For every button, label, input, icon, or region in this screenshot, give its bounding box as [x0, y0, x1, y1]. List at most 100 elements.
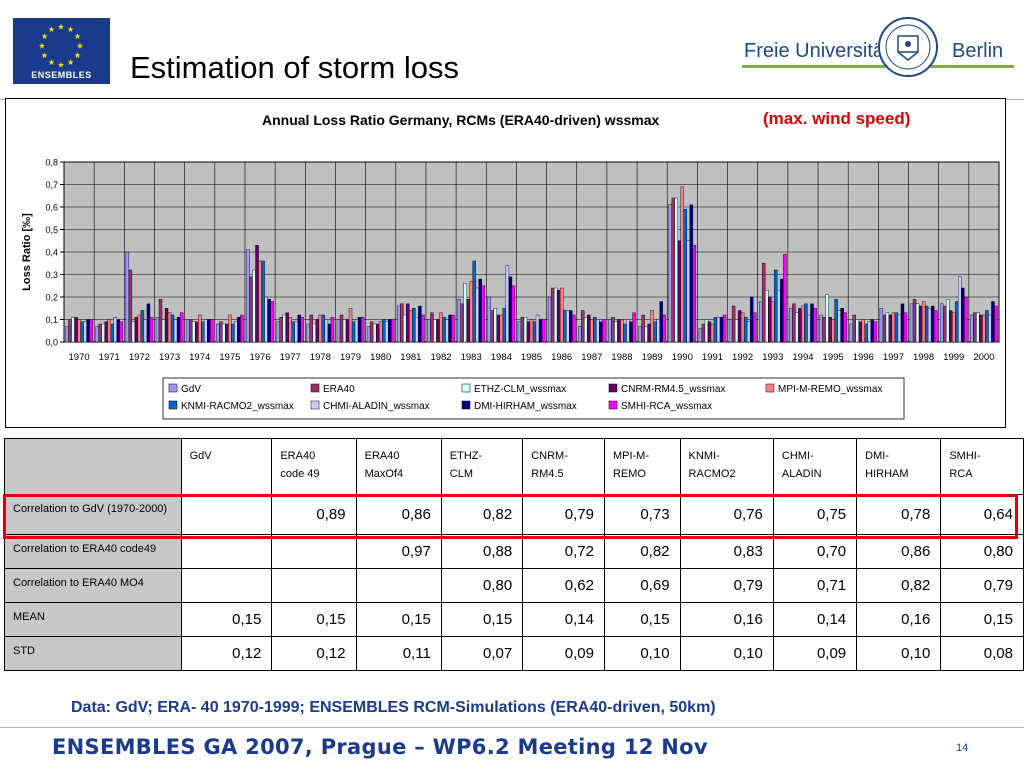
y-tick-label: 0,5: [45, 225, 58, 235]
legend-swatch: [168, 400, 178, 410]
bar: [354, 319, 359, 343]
bar: [128, 269, 133, 343]
bar: [375, 323, 380, 343]
footer-text: ENSEMBLES GA 2007, Prague – WP6.2 Meetin…: [52, 735, 708, 759]
x-tick-label: 1979: [340, 352, 361, 363]
table-cell: 0,10: [679, 636, 774, 671]
x-tick-label: 1999: [943, 352, 964, 363]
bar: [686, 240, 691, 343]
bar: [825, 294, 829, 343]
x-tick-label: 1971: [99, 352, 120, 363]
bar: [982, 314, 986, 343]
bar: [222, 323, 226, 343]
bar: [538, 319, 543, 343]
bar: [704, 319, 709, 343]
table-cell: 0,10: [603, 636, 681, 671]
star-icon: [41, 52, 48, 59]
bar: [894, 312, 899, 343]
x-tick-label: 1987: [581, 352, 602, 363]
bar: [943, 305, 947, 343]
bar: [270, 301, 274, 343]
x-tick-label: 2000: [973, 352, 994, 363]
table-cell: 0,88: [440, 534, 524, 569]
table-cell: 0,12: [271, 636, 357, 671]
star-icon: [74, 33, 81, 40]
table-cell: 0,82: [440, 494, 524, 535]
y-tick-label: 0,3: [45, 270, 58, 280]
bar: [828, 317, 832, 343]
table-cell: 0,73: [603, 494, 681, 535]
bar: [988, 314, 992, 343]
table-cell: 0,86: [856, 534, 942, 569]
bar: [593, 317, 597, 343]
bar: [318, 314, 323, 343]
bar: [759, 301, 763, 343]
bar: [834, 299, 838, 343]
bar: [762, 263, 766, 343]
bar: [918, 305, 923, 343]
star-icon: [48, 59, 55, 65]
bar: [499, 314, 504, 343]
bar: [870, 319, 875, 343]
bar: [451, 314, 455, 343]
bar: [140, 310, 145, 343]
bar: [246, 249, 250, 343]
x-tick-label: 1997: [883, 352, 904, 363]
legend-entry: MPI-M-REMO_wssmax: [778, 384, 882, 395]
bar: [372, 323, 377, 343]
table-cell: 0,64: [940, 494, 1024, 535]
star-icon: [67, 59, 74, 65]
bar: [716, 317, 721, 343]
bar: [946, 299, 950, 343]
correlation-table: GdV ERA40 code 49 ERA40 MaxOf4 ETHZ- CLM CNRM- R…: [4, 438, 1024, 671]
bar: [596, 319, 600, 343]
bar: [559, 287, 564, 343]
bar: [125, 251, 130, 343]
bar: [119, 321, 124, 343]
bar: [493, 308, 498, 343]
bar: [219, 321, 223, 343]
bar: [644, 326, 648, 343]
table-cell: 0,97: [355, 534, 442, 569]
bar: [388, 319, 392, 343]
y-tick-label: 0,0: [45, 338, 58, 348]
bar: [795, 312, 799, 343]
bar: [647, 323, 651, 343]
bar: [164, 308, 169, 343]
bar: [378, 321, 383, 343]
bar: [780, 278, 784, 343]
bar: [427, 319, 431, 343]
legend-swatch: [168, 383, 178, 393]
table-cell: 0,72: [522, 534, 605, 569]
column-header-line: CHMI-: [781, 450, 814, 462]
university-city: Berlin: [952, 40, 1004, 62]
bar: [294, 321, 298, 343]
column-header-line: GdV: [189, 450, 212, 462]
bar: [490, 310, 494, 343]
bar: [930, 305, 935, 343]
bar: [77, 319, 81, 343]
bar: [267, 299, 271, 343]
table-cell: 0,82: [856, 568, 942, 603]
table-row: Correlation to ERA40 MO4 0,80 0,62 0,69 0,79…: [4, 568, 1024, 603]
bar: [541, 319, 546, 343]
bar: [457, 299, 461, 343]
bar: [291, 321, 295, 343]
bar: [195, 321, 199, 343]
bar: [508, 276, 513, 343]
table-cell: 0,79: [679, 568, 774, 603]
column-header-line: ERA40: [364, 450, 400, 462]
bar: [783, 254, 787, 343]
table-cell: 0,89: [271, 494, 357, 535]
bar: [397, 305, 401, 343]
bar: [98, 323, 102, 343]
bar: [445, 319, 449, 343]
bar: [400, 303, 404, 343]
bar: [216, 323, 220, 343]
bar: [523, 317, 528, 343]
bar: [734, 319, 739, 343]
table-corner-cell: [4, 438, 182, 495]
bar: [535, 314, 540, 343]
bar: [366, 326, 371, 343]
table-cell: 0,69: [603, 568, 681, 603]
